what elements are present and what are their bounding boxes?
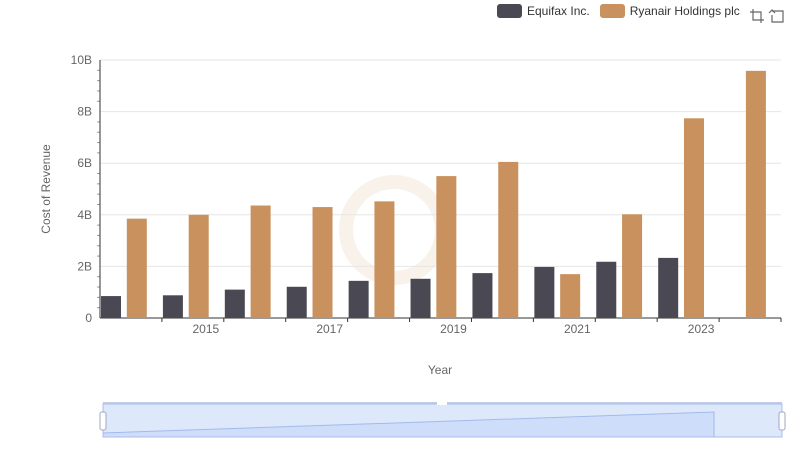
y-tick-label: 6B — [77, 156, 92, 170]
bar-ryanair-2023 — [683, 118, 704, 318]
bar-ryanair-2022 — [622, 214, 643, 318]
bar-equifax-2017 — [286, 286, 307, 318]
bar-ryanair-2018 — [374, 201, 395, 318]
zoom-icon[interactable] — [748, 7, 766, 25]
restore-icon[interactable] — [768, 7, 786, 25]
bar-ryanair-2014 — [126, 218, 147, 318]
y-tick-label: 8B — [77, 105, 92, 119]
bar-equifax-2014 — [101, 296, 121, 318]
y-axis-title: Cost of Revenue — [39, 144, 53, 234]
bar-equifax-2022 — [596, 261, 617, 318]
legend-swatch-ryanair — [599, 4, 625, 18]
x-tick-label: 2021 — [564, 322, 591, 336]
legend-label-ryanair: Ryanair Holdings plc — [629, 4, 740, 18]
bar-ryanair-2021 — [560, 274, 581, 318]
y-tick-label: 4B — [77, 208, 92, 222]
bar-ryanair-2015 — [188, 214, 209, 318]
bar-equifax-2020 — [472, 273, 493, 318]
datazoom-handle-right[interactable] — [778, 411, 786, 431]
bar-equifax-2016 — [224, 289, 245, 318]
x-tick-label: 2019 — [440, 322, 467, 336]
legend-item-equifax[interactable]: Equifax Inc. — [497, 4, 590, 18]
legend-item-ryanair[interactable]: Ryanair Holdings plc — [599, 4, 740, 18]
legend: Equifax Inc. Ryanair Holdings plc — [497, 4, 750, 18]
legend-swatch-equifax — [497, 4, 522, 18]
bar-equifax-2015 — [162, 295, 183, 318]
toolbox — [746, 7, 786, 25]
x-tick-label: 2023 — [688, 322, 715, 336]
x-tick-label: 2015 — [193, 322, 220, 336]
datazoom-handle-left[interactable] — [99, 411, 107, 431]
datazoom-grip — [437, 401, 447, 405]
bar-equifax-2023 — [658, 257, 679, 318]
bar-ryanair-2020 — [498, 161, 519, 318]
bar-ryanair-2016 — [250, 205, 271, 318]
bar-equifax-2019 — [410, 278, 431, 318]
bar-equifax-2018 — [348, 280, 369, 318]
y-tick-label: 10B — [71, 53, 92, 67]
x-tick-label: 2017 — [316, 322, 343, 336]
x-axis-title: Year — [428, 363, 452, 377]
bar-equifax-2021 — [534, 266, 555, 318]
y-tick-label: 2B — [77, 259, 92, 273]
legend-label-equifax: Equifax Inc. — [527, 4, 590, 18]
y-tick-label: 0 — [85, 311, 92, 325]
bar-ryanair-2017 — [312, 207, 333, 318]
datazoom-selection — [102, 403, 783, 438]
bar-ryanair-2019 — [436, 176, 457, 318]
bar-ryanair-2024 — [745, 70, 766, 318]
